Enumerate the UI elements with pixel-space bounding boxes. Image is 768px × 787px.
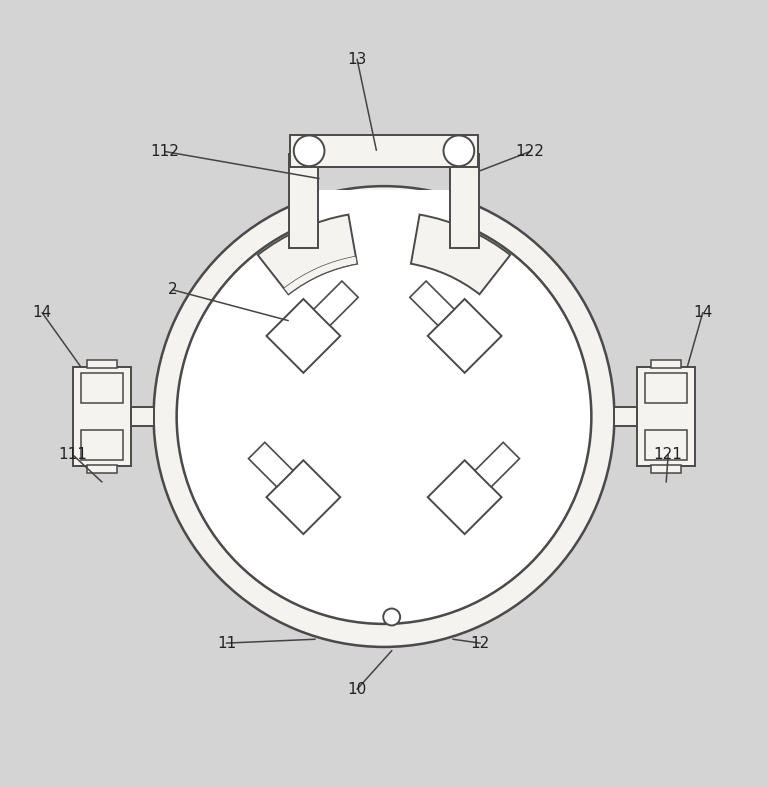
Bar [81,373,123,404]
Bar [266,460,340,534]
Bar [81,430,123,460]
Bar [645,373,687,404]
Circle shape [177,209,591,624]
Circle shape [443,135,474,166]
Bar [637,367,695,467]
Bar [87,465,117,473]
Bar [410,281,455,326]
Bar [289,154,318,248]
Bar [651,360,681,368]
Text: 112: 112 [151,144,180,159]
Bar [651,465,681,473]
Bar [313,281,358,326]
Bar [266,299,340,373]
Bar [637,407,649,426]
Bar [119,407,131,426]
Bar [87,360,117,368]
Bar [614,407,649,426]
Text: 2: 2 [168,283,177,297]
Text: 111: 111 [58,448,88,463]
Bar [475,442,519,487]
Bar [318,190,450,248]
Bar [73,367,131,467]
Text: 122: 122 [515,144,545,159]
Bar [249,442,293,487]
Text: 10: 10 [347,682,367,696]
Circle shape [293,135,324,166]
Text: 12: 12 [470,636,490,651]
Text: 121: 121 [654,448,683,463]
Circle shape [383,608,400,626]
Text: 11: 11 [217,636,237,651]
Bar [645,430,687,460]
Wedge shape [411,215,510,294]
Text: 14: 14 [693,305,713,320]
Bar [119,407,154,426]
Wedge shape [154,187,614,647]
Wedge shape [258,215,357,294]
Wedge shape [283,257,357,294]
Bar [450,154,479,248]
Text: 14: 14 [32,305,52,320]
Bar [428,299,502,373]
Bar [290,135,478,167]
Bar [428,460,502,534]
Text: 13: 13 [347,52,367,67]
